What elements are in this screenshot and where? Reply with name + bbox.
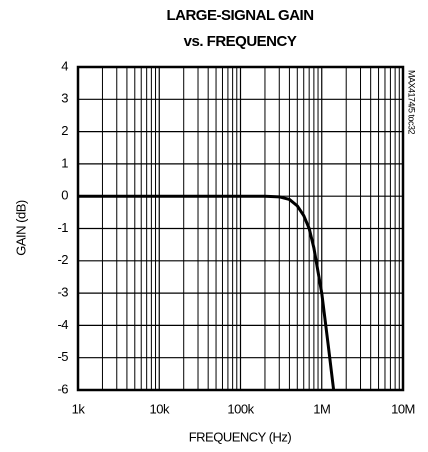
y-tick-label: 0 xyxy=(61,188,68,203)
x-tick-label: 1k xyxy=(72,401,86,416)
x-tick-label: 1M xyxy=(313,401,330,416)
y-tick-label: 2 xyxy=(61,123,68,138)
line xyxy=(78,194,336,391)
y-tick-label: -4 xyxy=(57,317,68,332)
y-axis-label: GAIN (dB) xyxy=(13,200,28,256)
y-tick-label: -3 xyxy=(57,285,68,300)
chart-title: vs. FREQUENCY xyxy=(184,33,297,50)
x-tick-label: 10M xyxy=(391,401,415,416)
y-tick-label: -5 xyxy=(57,349,68,364)
y-tick-label: 4 xyxy=(61,58,68,73)
y-tick-label: -2 xyxy=(57,252,68,267)
y-tick-label: -6 xyxy=(57,381,68,396)
x-tick-label: 10k xyxy=(150,401,170,416)
x-axis-label: FREQUENCY (Hz) xyxy=(189,429,292,444)
y-tick-label: 1 xyxy=(61,155,68,170)
annotation: MAX4174/5 toc32 xyxy=(407,70,417,135)
y-tick-label: 3 xyxy=(61,91,68,106)
x-tick-label: 100k xyxy=(227,401,254,416)
y-tick-label: -1 xyxy=(57,220,68,235)
chart-title: LARGE-SIGNAL GAIN xyxy=(166,7,313,24)
plot-frame xyxy=(76,65,405,392)
